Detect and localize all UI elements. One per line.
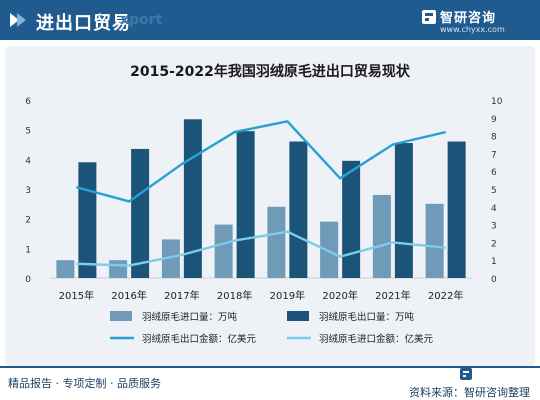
- brand-url: www.chyxx.com: [440, 25, 505, 34]
- import-volume-bar: [109, 260, 128, 278]
- import-volume-bar: [56, 260, 75, 278]
- x-tick-label: 2015年: [59, 289, 94, 302]
- y-left-tick-label: 0: [25, 275, 31, 285]
- y-left-tick-label: 1: [25, 245, 31, 255]
- footer-tagline: 精品报告 · 专项定制 · 品质服务: [8, 377, 161, 390]
- y-left-tick-label: 3: [25, 186, 31, 196]
- legend-label: 羽绒原毛出口量：万吨: [319, 311, 415, 323]
- y-right-tick-label: 0: [491, 275, 497, 285]
- y-right-tick-label: 1: [491, 257, 497, 267]
- footer-brand-logo: [460, 368, 472, 380]
- import-volume-bar: [267, 206, 286, 278]
- legend-label: 羽绒原毛出口金额：亿美元: [142, 333, 257, 345]
- x-tick-label: 2018年: [217, 289, 252, 302]
- brand-logo-icon: [422, 10, 436, 24]
- export-volume-bar: [342, 160, 361, 278]
- chart-title: 2015-2022年我国羽绒原毛进出口贸易现状: [130, 63, 411, 80]
- brand-logo: 智研咨询 www.chyxx.com: [422, 6, 522, 36]
- export-volume-bar: [236, 131, 255, 278]
- export-volume-bar: [447, 141, 466, 278]
- import-volume-bar: [214, 224, 233, 278]
- import-volume-bar: [320, 221, 339, 278]
- import-volume-bar: [161, 239, 180, 278]
- y-right-tick-label: 3: [491, 222, 497, 232]
- x-tick-label: 2016年: [111, 289, 146, 302]
- legend-swatch: [287, 311, 309, 321]
- x-tick-label: 2022年: [428, 289, 463, 302]
- legend-swatch: [110, 311, 132, 321]
- y-left-tick-label: 6: [25, 97, 31, 107]
- y-right-tick-label: 9: [491, 115, 497, 125]
- x-tick-label: 2020年: [322, 289, 357, 302]
- export-value-line: [76, 120, 446, 203]
- y-left-tick-label: 4: [25, 156, 31, 166]
- x-tick-label: 2017年: [164, 289, 199, 302]
- brand-name: 智研咨询: [440, 11, 497, 26]
- import-volume-bar: [425, 203, 444, 278]
- source-note: 资料来源：智研咨询整理: [409, 366, 530, 400]
- export-volume-bar: [78, 162, 97, 278]
- y-right-tick-label: 5: [491, 186, 497, 196]
- y-right-tick-label: 10: [491, 97, 503, 107]
- source-text: 资料来源：智研咨询整理: [409, 386, 530, 399]
- footer-divider: [0, 366, 540, 368]
- y-right-tick-label: 2: [491, 239, 497, 249]
- y-left-tick-label: 2: [25, 216, 31, 226]
- chart: 2015-2022年我国羽绒原毛进出口贸易现状 0 1 2 3 4 5 6 0 1 2 3 4 5 6 7 8 9…: [25, 63, 503, 345]
- header-watermark: xport: [120, 12, 163, 28]
- legend-label: 羽绒原毛进口金额：亿美元: [319, 333, 434, 345]
- export-volume-bar: [394, 143, 413, 278]
- export-volume-bar: [131, 148, 150, 278]
- header-bar: 进出口贸易 xport 智研咨询 www.chyxx.com: [0, 0, 540, 40]
- y-right-tick-label: 7: [491, 150, 497, 160]
- footer: 精品报告 · 专项定制 · 品质服务 资料来源：智研咨询整理: [0, 366, 540, 400]
- import-value-line: [76, 230, 446, 267]
- y-right-tick-label: 8: [491, 133, 497, 143]
- header-title: 进出口贸易: [36, 13, 131, 34]
- export-volume-bar: [289, 141, 308, 278]
- x-tick-label: 2021年: [375, 289, 410, 302]
- x-tick-label: 2019年: [270, 289, 305, 302]
- header-arrow-icon: [10, 13, 26, 27]
- legend-label: 羽绒原毛进口量：万吨: [142, 311, 238, 323]
- y-right-tick-label: 4: [491, 204, 497, 214]
- import-volume-bar: [372, 194, 391, 278]
- y-left-tick-label: 5: [25, 127, 31, 137]
- y-right-tick-label: 6: [491, 168, 497, 178]
